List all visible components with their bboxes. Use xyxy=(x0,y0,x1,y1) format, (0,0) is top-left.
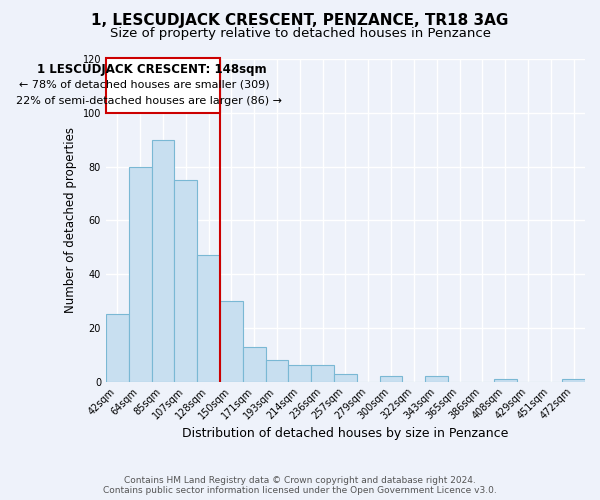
Bar xyxy=(334,374,357,382)
Bar xyxy=(425,376,448,382)
Text: 22% of semi-detached houses are larger (86) →: 22% of semi-detached houses are larger (… xyxy=(16,96,282,106)
Bar xyxy=(562,379,585,382)
Bar xyxy=(220,301,243,382)
Text: Size of property relative to detached houses in Penzance: Size of property relative to detached ho… xyxy=(110,28,491,40)
X-axis label: Distribution of detached houses by size in Penzance: Distribution of detached houses by size … xyxy=(182,427,509,440)
Text: 1, LESCUDJACK CRESCENT, PENZANCE, TR18 3AG: 1, LESCUDJACK CRESCENT, PENZANCE, TR18 3… xyxy=(91,12,509,28)
Bar xyxy=(129,166,152,382)
Bar xyxy=(106,314,129,382)
Bar xyxy=(289,366,311,382)
Bar xyxy=(106,58,220,113)
Bar xyxy=(380,376,403,382)
Bar xyxy=(197,255,220,382)
Y-axis label: Number of detached properties: Number of detached properties xyxy=(64,128,77,314)
Text: Contains HM Land Registry data © Crown copyright and database right 2024.
Contai: Contains HM Land Registry data © Crown c… xyxy=(103,476,497,495)
Bar xyxy=(152,140,175,382)
Bar xyxy=(243,346,266,382)
Text: ← 78% of detached houses are smaller (309): ← 78% of detached houses are smaller (30… xyxy=(19,80,270,90)
Bar xyxy=(494,379,517,382)
Bar xyxy=(266,360,289,382)
Bar xyxy=(311,366,334,382)
Text: 1 LESCUDJACK CRESCENT: 148sqm: 1 LESCUDJACK CRESCENT: 148sqm xyxy=(37,64,266,76)
Bar xyxy=(175,180,197,382)
